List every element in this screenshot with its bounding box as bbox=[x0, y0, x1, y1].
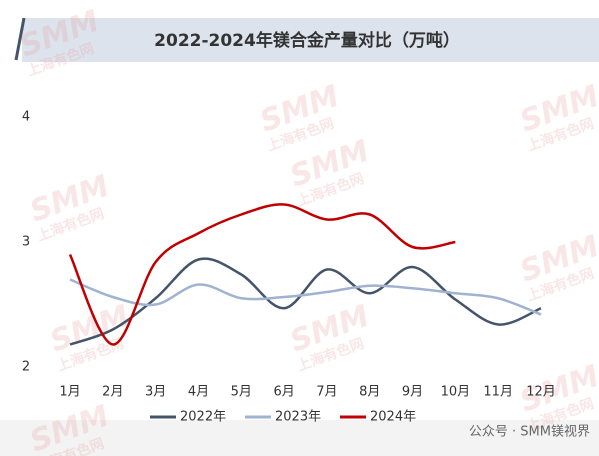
legend-label: 2023年 bbox=[275, 410, 321, 425]
series-line bbox=[69, 278, 542, 316]
y-tick-label: 4 bbox=[22, 110, 30, 125]
x-tick-label: 3月 bbox=[145, 385, 166, 400]
footer-text: 公众号 · SMM镁视界 bbox=[469, 425, 590, 440]
y-tick-label: 3 bbox=[22, 235, 30, 250]
x-tick-label: 9月 bbox=[402, 385, 423, 400]
x-tick-label: 7月 bbox=[316, 385, 337, 400]
legend-label: 2024年 bbox=[370, 410, 416, 425]
x-tick-label: 12月 bbox=[526, 385, 556, 400]
chart-title: 2022-2024年镁合金产量对比（万吨） bbox=[154, 30, 460, 51]
x-tick-label: 4月 bbox=[188, 385, 209, 400]
x-tick-label: 2月 bbox=[102, 385, 123, 400]
x-tick-label: 6月 bbox=[273, 385, 294, 400]
x-tick-label: 1月 bbox=[59, 385, 80, 400]
legend-label: 2022年 bbox=[180, 410, 226, 425]
title-accent bbox=[14, 17, 26, 61]
y-tick-label: 2 bbox=[22, 360, 30, 375]
title-banner bbox=[22, 18, 599, 62]
footer-band bbox=[0, 420, 599, 456]
series-line bbox=[69, 257, 542, 346]
x-tick-label: 8月 bbox=[359, 385, 380, 400]
series-line bbox=[68, 203, 456, 346]
x-tick-label: 11月 bbox=[483, 385, 513, 400]
x-tick-label: 5月 bbox=[231, 385, 252, 400]
watermarks: SMM上海有色网SMM上海有色网SMM上海有色网SMM上海有色网SMM上海有色网… bbox=[15, 4, 599, 456]
x-tick-label: 10月 bbox=[441, 385, 471, 400]
